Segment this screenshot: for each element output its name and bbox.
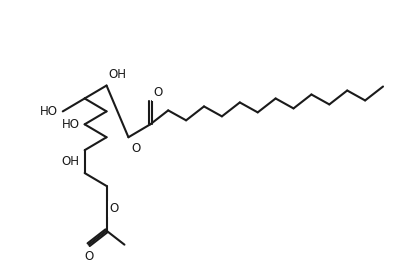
Text: HO: HO bbox=[40, 105, 58, 118]
Text: OH: OH bbox=[61, 155, 79, 168]
Text: HO: HO bbox=[61, 118, 79, 131]
Text: O: O bbox=[131, 142, 140, 155]
Text: O: O bbox=[109, 202, 119, 215]
Text: O: O bbox=[153, 86, 162, 99]
Text: O: O bbox=[84, 250, 93, 263]
Text: OH: OH bbox=[108, 68, 126, 81]
